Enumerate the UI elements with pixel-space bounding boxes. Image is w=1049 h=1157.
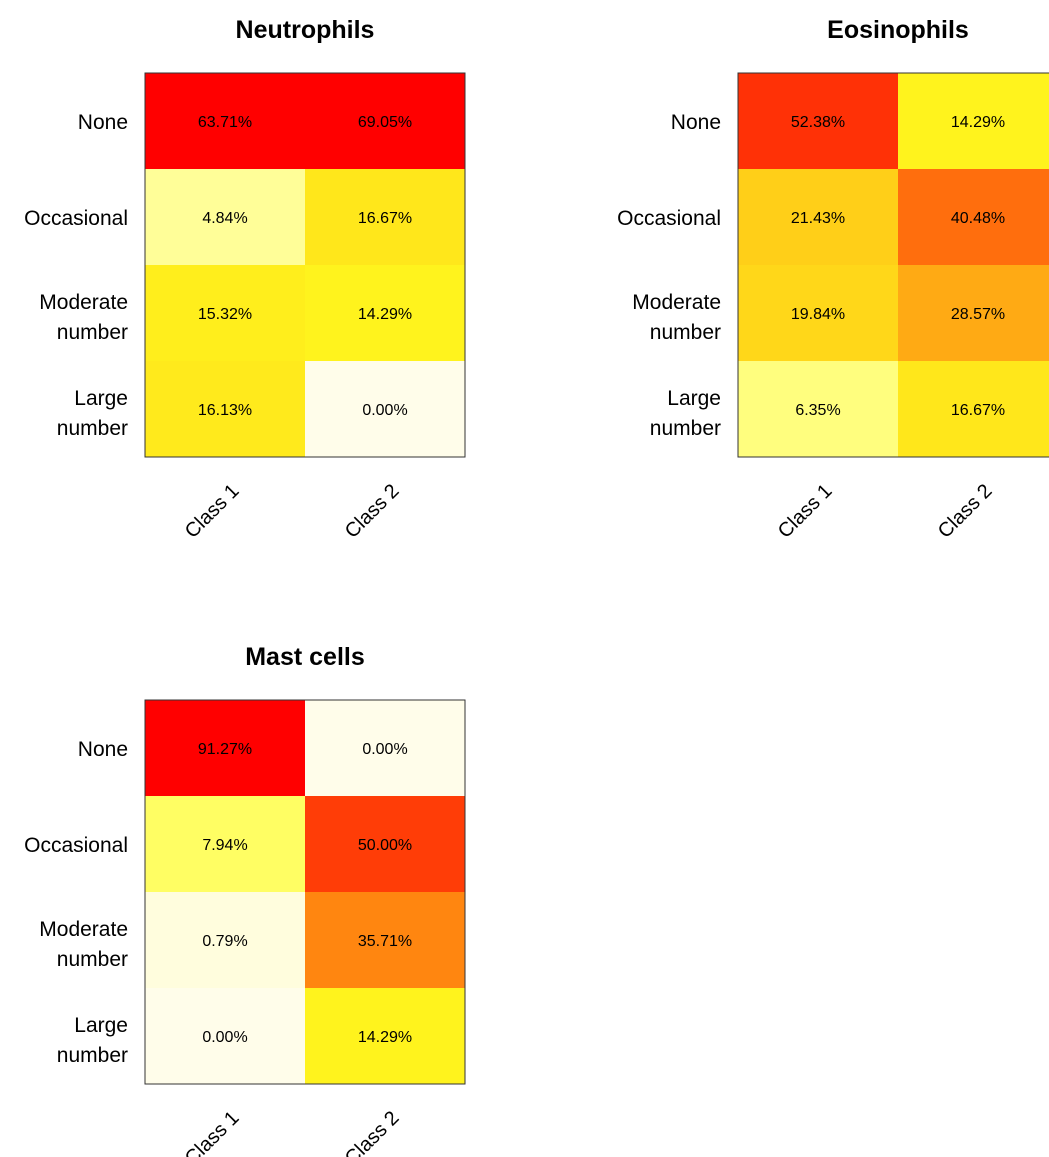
column-label: Class 1 [181,1107,244,1157]
heatmap-cell [305,988,465,1084]
row-label: Large number [57,387,128,440]
row-label: Occasional [617,207,721,230]
cell-value-label: 91.27% [198,741,252,758]
heatmap-cell [145,988,305,1084]
row-label: Large number [57,1014,128,1067]
cell-value-label: 14.29% [951,114,1005,131]
row-label: Occasional [24,834,128,857]
cell-value-label: 16.13% [198,402,252,419]
heatmap-cell [305,265,465,361]
row-label: Large number [650,387,721,440]
heatmap-cell [898,73,1049,169]
heatmap-frame [737,72,1049,458]
heatmap-cell [738,169,898,265]
cell-value-label: 6.35% [795,402,840,419]
heatmap-frame [144,699,466,1085]
panel-title: Neutrophils [236,16,375,44]
row-label: Moderate number [632,291,721,344]
row-label: None [78,738,128,761]
heatmap-cell [305,73,465,169]
heatmap-cell [145,700,305,796]
cell-value-label: 0.00% [362,741,407,758]
panel-eosinophils: Eosinophils 52.38% 14.29% None 21.43% 40.48% O… [617,16,1049,543]
heatmap-cell [145,265,305,361]
column-label: Class 1 [181,480,244,543]
heatmap-cell [305,700,465,796]
heatmap-cell [145,361,305,457]
column-label: Class 2 [934,480,997,543]
heatmap-cell [305,796,465,892]
heatmap-cell [305,169,465,265]
cell-value-label: 21.43% [791,210,845,227]
heatmap-cell [898,361,1049,457]
cell-value-label: 19.84% [791,306,845,323]
cell-value-label: 50.00% [358,837,412,854]
cell-value-label: 16.67% [358,210,412,227]
cell-value-label: 52.38% [791,114,845,131]
panel-title: Eosinophils [827,16,969,44]
column-label: Class 2 [341,1107,404,1157]
cell-value-label: 7.94% [202,837,247,854]
cell-value-label: 28.57% [951,306,1005,323]
cell-value-label: 0.00% [202,1029,247,1046]
panel-neutrophils: Neutrophils 63.71% 69.05% None 4.84% 16.67% Oc… [24,16,466,543]
cell-value-label: 16.67% [951,402,1005,419]
heatmap-cell [145,169,305,265]
panel-mast-cells: Mast cells 91.27% 0.00% None 7.94% 50.00% Occa… [24,643,466,1157]
row-label: Moderate number [39,918,128,971]
heatmap-cell [738,265,898,361]
row-label: Occasional [24,207,128,230]
cell-value-label: 15.32% [198,306,252,323]
row-label: None [78,111,128,134]
cell-value-label: 14.29% [358,306,412,323]
heatmap-cell [738,361,898,457]
cell-value-label: 0.00% [362,402,407,419]
heatmap-cell [898,265,1049,361]
heatmap-cell [738,73,898,169]
column-label: Class 2 [341,480,404,543]
heatmap-cell [145,892,305,988]
cell-value-label: 69.05% [358,114,412,131]
cell-value-label: 0.79% [202,933,247,950]
heatmap-frame [144,72,466,458]
heatmap-cell [305,361,465,457]
cell-value-label: 14.29% [358,1029,412,1046]
row-label: Moderate number [39,291,128,344]
column-label: Class 1 [774,480,837,543]
cell-value-label: 63.71% [198,114,252,131]
cell-value-label: 40.48% [951,210,1005,227]
cell-value-label: 4.84% [202,210,247,227]
heatmap-cell [305,892,465,988]
panel-title: Mast cells [245,643,365,671]
heatmap-cell [145,73,305,169]
row-label: None [671,111,721,134]
cell-value-label: 35.71% [358,933,412,950]
heatmap-cell [898,169,1049,265]
heatmap-cell [145,796,305,892]
